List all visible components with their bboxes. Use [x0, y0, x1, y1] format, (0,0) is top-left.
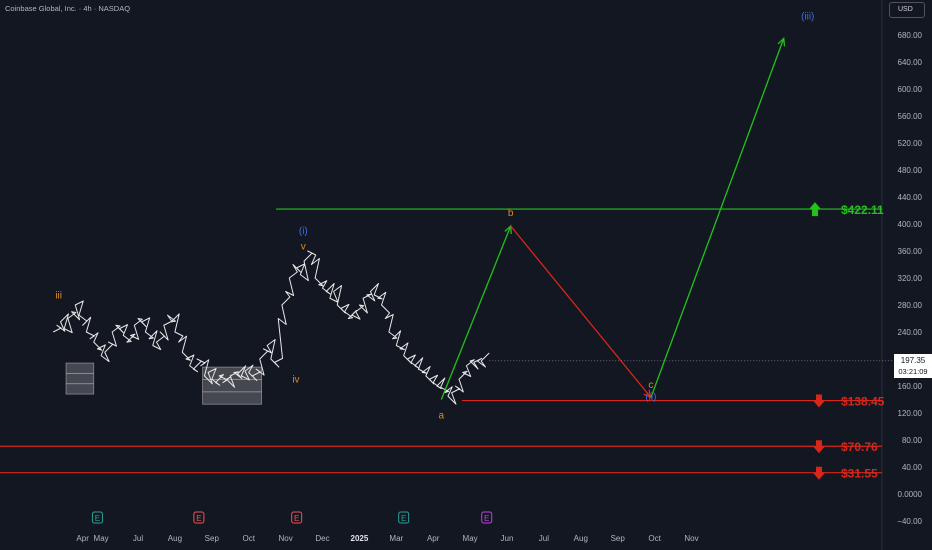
wave-label: (iii): [801, 11, 814, 22]
x-tick-label: 2025: [351, 534, 369, 543]
earnings-marker: [291, 511, 303, 524]
x-tick-label: Sep: [205, 534, 220, 543]
y-tick-label: 0.0000: [898, 490, 923, 499]
arrowhead: [777, 36, 786, 47]
y-tick-label: 320.00: [898, 274, 923, 283]
wave-label: (i): [299, 226, 308, 237]
y-tick-label: 640.00: [898, 58, 923, 67]
y-tick-label: 240.00: [898, 328, 923, 337]
wave-label: c: [648, 380, 653, 391]
x-tick-label: Aug: [168, 534, 182, 543]
y-tick-label: 440.00: [898, 193, 923, 202]
chart-title: Coinbase Global, Inc. · 4h · NASDAQ: [5, 4, 131, 13]
y-tick-label: 80.00: [902, 436, 923, 445]
wave-label: v: [301, 242, 306, 253]
earnings-marker-label: E: [95, 514, 100, 523]
level-label: $70.76: [841, 440, 878, 454]
wave-label: (ii): [645, 392, 656, 403]
currency-selector[interactable]: USD: [889, 2, 925, 18]
x-tick-label: Apr: [427, 534, 440, 543]
y-tick-label: −40.00: [897, 517, 922, 526]
bar-countdown: 03:21:09: [898, 367, 928, 376]
wave-label: a: [439, 410, 445, 421]
y-tick-label: 120.00: [898, 409, 923, 418]
x-tick-label: Mar: [389, 534, 403, 543]
y-tick-label: 560.00: [898, 112, 923, 121]
level-label: $422.11: [841, 203, 884, 217]
consolidation-box: [65, 362, 95, 395]
x-tick-label: Oct: [242, 534, 255, 543]
x-tick-label: Nov: [684, 534, 698, 543]
y-tick-label: 600.00: [898, 85, 923, 94]
x-tick-label: Jun: [501, 534, 514, 543]
x-tick-label: Aug: [574, 534, 588, 543]
last-price-tag: 197.35 03:21:09: [894, 354, 932, 378]
earnings-marker: [481, 511, 493, 524]
arrow-up-icon: [809, 202, 821, 217]
earnings-marker-label: E: [401, 514, 406, 523]
x-tick-label: Apr: [76, 534, 89, 543]
projection-segment: [510, 225, 652, 398]
earnings-marker-label: E: [484, 514, 489, 523]
last-price: 197.35: [900, 356, 926, 365]
y-tick-label: 400.00: [898, 220, 923, 229]
y-tick-label: 280.00: [898, 301, 923, 310]
wave-label: iv: [292, 375, 299, 386]
earnings-marker-label: E: [196, 514, 201, 523]
x-tick-label: Sep: [611, 534, 626, 543]
projection-segment: [440, 225, 512, 400]
x-tick-label: Jul: [133, 534, 143, 543]
earnings-marker: [193, 511, 205, 524]
x-tick-label: Jul: [539, 534, 549, 543]
earnings-marker-label: E: [294, 514, 299, 523]
y-tick-label: 160.00: [898, 382, 923, 391]
projection-segment: [650, 38, 785, 398]
level-label: $138.45: [841, 395, 885, 409]
earnings-marker: [398, 511, 410, 524]
wave-label: iii: [55, 290, 62, 301]
x-tick-label: Oct: [648, 534, 661, 543]
y-tick-label: 520.00: [898, 139, 923, 148]
earnings-marker: [91, 511, 103, 524]
price-series-line: [52, 250, 490, 405]
arrow-down-icon: [813, 440, 825, 454]
wave-label: b: [508, 208, 514, 219]
x-tick-label: May: [94, 534, 109, 543]
x-tick-label: Dec: [315, 534, 329, 543]
x-tick-label: May: [463, 534, 478, 543]
y-tick-label: 480.00: [898, 166, 923, 175]
y-tick-label: 40.00: [902, 463, 923, 472]
arrow-down-icon: [813, 394, 825, 408]
y-tick-label: 360.00: [898, 247, 923, 256]
arrow-down-icon: [813, 466, 825, 480]
level-label: $31.55: [841, 467, 878, 481]
y-tick-label: 680.00: [898, 31, 923, 40]
x-tick-label: Nov: [278, 534, 292, 543]
consolidation-box: [202, 366, 263, 405]
